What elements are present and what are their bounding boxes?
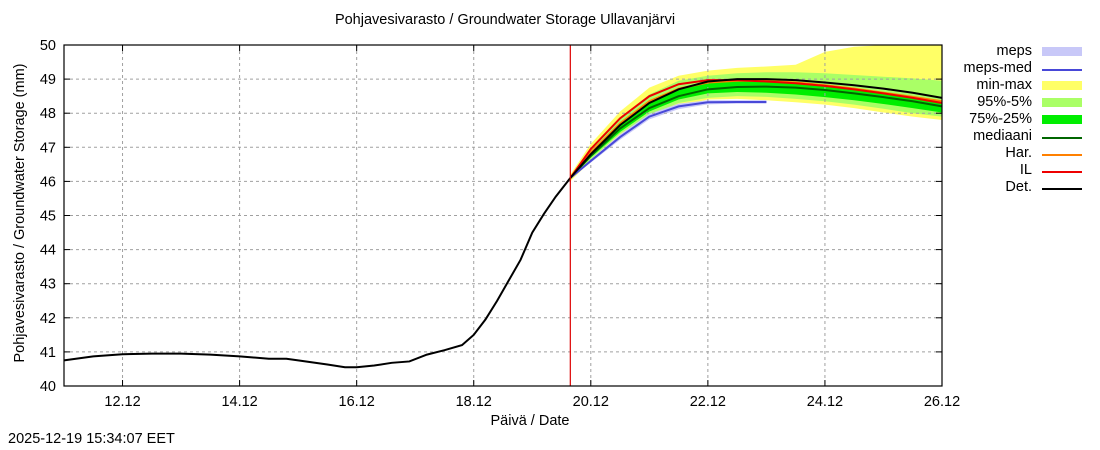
forecast-bands <box>570 45 942 182</box>
x-axis-label: Päivä / Date <box>490 413 570 429</box>
legend-swatch <box>1042 98 1082 107</box>
legend-item-75-25: 75%-25% <box>940 111 1100 128</box>
legend-swatch <box>1042 188 1082 190</box>
legend-swatch <box>1042 137 1082 139</box>
legend-swatch <box>1042 171 1082 173</box>
legend-label: IL <box>1019 162 1032 178</box>
svg-text:18.12: 18.12 <box>456 394 492 410</box>
svg-text:40: 40 <box>40 379 56 395</box>
tick-labels: 12.12 14.12 16.12 18.12 20.12 22.12 24.12 26.12… <box>40 38 960 410</box>
svg-text:48: 48 <box>40 106 56 122</box>
legend-label: meps-med <box>963 60 1033 76</box>
legend-item-95-5: 95%-5% <box>940 94 1100 111</box>
legend-item-il: IL <box>940 162 1100 179</box>
svg-text:44: 44 <box>40 243 56 259</box>
legend-swatch <box>1042 154 1082 156</box>
legend-item-min-max: min-max <box>940 77 1100 94</box>
legend-item-har: Har. <box>940 145 1100 162</box>
band-75%-25% <box>570 80 942 179</box>
axes <box>63 44 943 387</box>
svg-text:16.12: 16.12 <box>339 394 375 410</box>
svg-text:41: 41 <box>40 345 56 361</box>
legend: meps meps-med min-max 95%-5% 75%-25% med… <box>940 43 1100 196</box>
legend-swatch <box>1042 81 1082 90</box>
legend-item-det: Det. <box>940 179 1100 196</box>
svg-text:26.12: 26.12 <box>924 394 960 410</box>
svg-text:49: 49 <box>40 72 56 88</box>
chart-title: Pohjavesivarasto / Groundwater Storage U… <box>334 12 676 28</box>
legend-swatch <box>1042 47 1082 56</box>
svg-text:20.12: 20.12 <box>573 394 609 410</box>
legend-label: 95%-5% <box>977 94 1032 110</box>
legend-label: 75%-25% <box>969 111 1032 127</box>
svg-text:43: 43 <box>40 277 56 293</box>
series-IL <box>569 79 943 179</box>
legend-label: mediaani <box>973 128 1032 144</box>
svg-text:42: 42 <box>40 311 56 327</box>
svg-text:24.12: 24.12 <box>807 394 843 410</box>
legend-item-median: mediaani <box>940 128 1100 145</box>
svg-text:46: 46 <box>40 174 56 190</box>
legend-label: Har. <box>1005 145 1032 161</box>
series-meps-med <box>569 100 767 179</box>
svg-text:14.12: 14.12 <box>221 394 257 410</box>
svg-text:45: 45 <box>40 209 56 225</box>
legend-item-meps: meps <box>940 43 1100 60</box>
legend-swatch <box>1042 115 1082 124</box>
legend-swatch <box>1042 69 1082 71</box>
svg-text:47: 47 <box>40 140 56 156</box>
y-axis-label: Pohjavesivarasto / Groundwater Storage (… <box>12 63 28 363</box>
legend-label: min-max <box>976 77 1032 93</box>
series-lines <box>63 45 943 386</box>
svg-text:22.12: 22.12 <box>690 394 726 410</box>
timestamp: 2025-12-19 15:34:07 EET <box>8 431 175 447</box>
legend-label: Det. <box>1005 179 1032 195</box>
svg-text:50: 50 <box>40 38 56 54</box>
series-Det. <box>569 78 943 179</box>
series-mediaani <box>569 85 943 179</box>
legend-item-meps-med: meps-med <box>940 60 1100 77</box>
legend-label: meps <box>996 43 1032 59</box>
svg-text:12.12: 12.12 <box>104 394 140 410</box>
